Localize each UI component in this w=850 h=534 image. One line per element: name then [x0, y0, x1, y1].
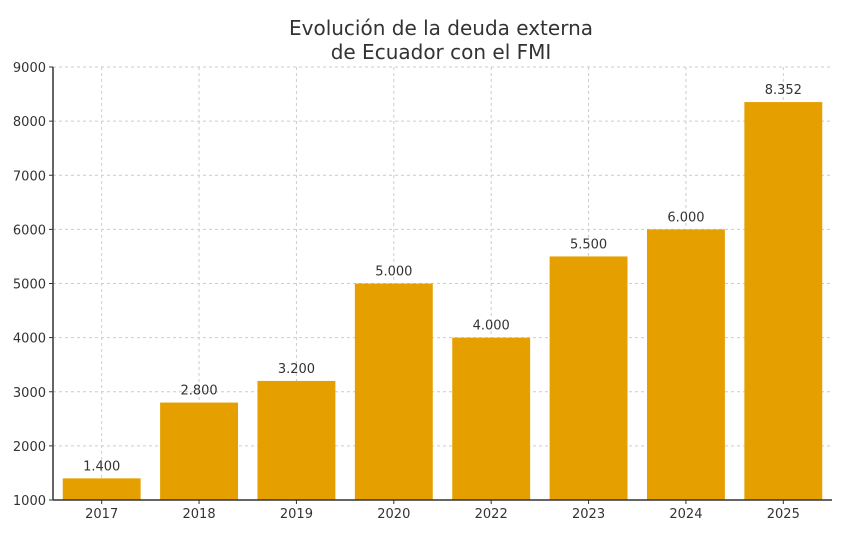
y-tick-label: 2000 — [13, 440, 46, 455]
data-label-2023: 5.500 — [570, 237, 607, 252]
axes — [49, 66, 832, 504]
x-tick-label: 2017 — [85, 507, 118, 522]
x-tick-label: 2020 — [377, 507, 410, 522]
y-tick-label: 3000 — [13, 386, 46, 401]
data-label-2025: 8.352 — [765, 83, 802, 98]
chart-title-line-1: Evolución de la deuda externa — [289, 16, 593, 40]
data-label-2018: 2.800 — [180, 384, 217, 399]
bar-2019 — [257, 380, 336, 500]
data-label-2020: 5.000 — [375, 265, 412, 280]
x-tick-label: 2019 — [280, 507, 313, 522]
y-tick-label: 8000 — [13, 115, 46, 130]
y-tick-label: 1000 — [13, 494, 46, 509]
data-label-2019: 3.200 — [278, 362, 315, 377]
bar-2017 — [62, 478, 141, 500]
x-tick-label: 2023 — [572, 507, 605, 522]
y-tick-label: 9000 — [13, 61, 46, 76]
bar-2020 — [354, 283, 433, 500]
data-label-2024: 6.000 — [667, 210, 704, 225]
bar-2024 — [646, 229, 725, 500]
y-tick-label: 5000 — [13, 278, 46, 293]
y-tick-label: 6000 — [13, 223, 46, 238]
data-label-2017: 1.400 — [83, 459, 120, 474]
x-tick-label: 2025 — [767, 507, 800, 522]
bars — [62, 102, 823, 500]
x-tick-label: 2018 — [183, 507, 216, 522]
chart-title-line-2: de Ecuador con el FMI — [331, 40, 552, 64]
tick-labels: 1000 2000 3000 4000 5000 6000 7000 8000 9000 1.40… — [13, 61, 802, 522]
x-tick-label: 2024 — [669, 507, 702, 522]
x-tick-label: 2022 — [475, 507, 508, 522]
bar-2022 — [452, 337, 531, 500]
bar-2018 — [160, 402, 239, 500]
data-label-2022: 4.000 — [473, 319, 510, 334]
bar-2023 — [549, 256, 628, 500]
bar-2025 — [744, 102, 823, 500]
y-tick-label: 4000 — [13, 332, 46, 347]
y-tick-label: 7000 — [13, 169, 46, 184]
